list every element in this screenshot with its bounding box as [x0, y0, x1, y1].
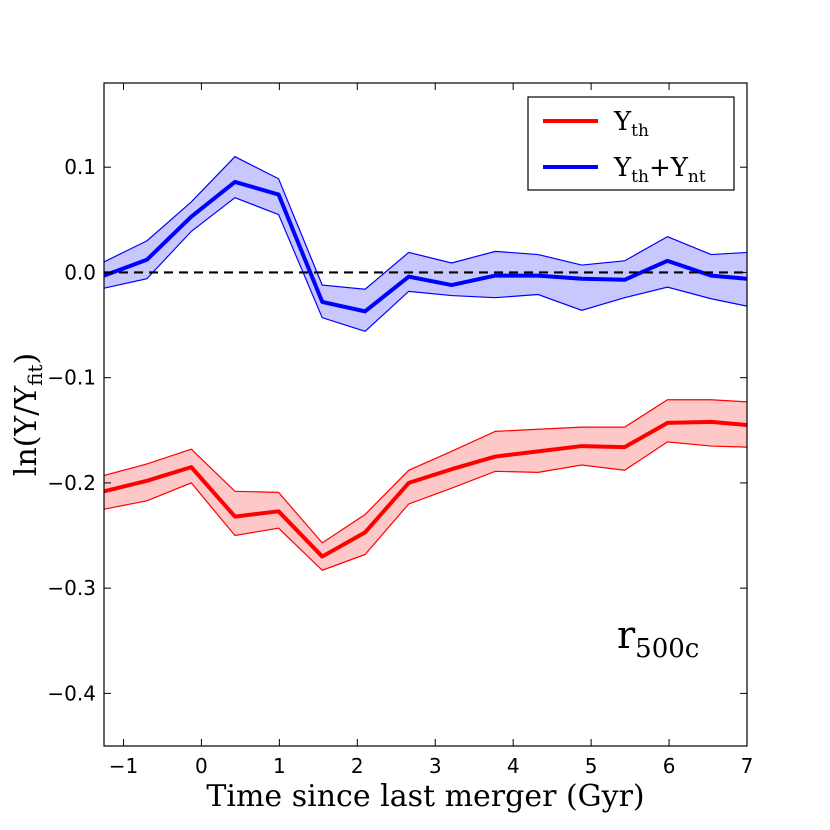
ytotal-main-line — [104, 179, 747, 314]
r500c-annotation: r500c — [617, 613, 699, 664]
x-tick-label: 0 — [195, 754, 208, 778]
x-tick-label: 1 — [273, 754, 286, 778]
y-tick-label: −0.3 — [47, 576, 96, 600]
axis-ticks: −1 0 1 2 3 4 5 6 7 0.1 0.0 −0.1 −0.2 −0.3 −0.4 — [47, 83, 753, 778]
legend-label-ytotal: Yth+Ynt — [613, 153, 706, 187]
x-tick-label: 6 — [663, 754, 676, 778]
x-tick-label: 3 — [429, 754, 442, 778]
ytotal-lower-line — [104, 197, 747, 333]
x-tick-label: 2 — [351, 754, 364, 778]
x-tick-label: −1 — [109, 754, 138, 778]
legend: Yth Yth+Ynt — [527, 96, 735, 191]
y-tick-label: 0.0 — [64, 260, 96, 284]
ytotal-upper-line — [104, 155, 747, 290]
legend-label-ythermal: Yth — [613, 107, 649, 141]
legend-box — [527, 96, 735, 191]
y-tick-label: −0.4 — [47, 681, 96, 705]
ythermal-lower-line — [104, 441, 747, 571]
y-tick-label: −0.2 — [47, 471, 96, 495]
ytotal-band — [104, 156, 747, 332]
ythermal-main-line — [104, 419, 747, 559]
x-axis-label: Time since last merger (Gyr) — [206, 779, 644, 814]
ythermal-upper-line — [104, 399, 747, 544]
x-tick-label: 4 — [507, 754, 520, 778]
annotation: r500c — [617, 613, 699, 664]
plot-area — [103, 82, 748, 747]
y-tick-label: −0.1 — [47, 366, 96, 390]
y-tick-label: 0.1 — [64, 155, 96, 179]
x-tick-label: 5 — [585, 754, 598, 778]
x-tick-label: 7 — [741, 754, 754, 778]
axis-labels: Time since last merger (Gyr) ln(Y/Yfit) — [9, 353, 645, 814]
plot-frame — [103, 82, 748, 747]
y-axis-label: ln(Y/Yfit) — [9, 353, 47, 476]
ythermal-band — [104, 399, 747, 571]
plot-inner — [104, 155, 747, 571]
